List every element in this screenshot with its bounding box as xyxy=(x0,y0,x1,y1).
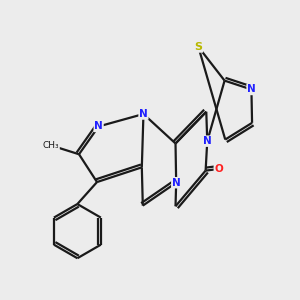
Text: N: N xyxy=(172,178,181,188)
Text: N: N xyxy=(139,109,148,119)
Text: S: S xyxy=(194,42,202,52)
Text: CH₃: CH₃ xyxy=(43,141,59,150)
Text: O: O xyxy=(214,164,223,174)
Text: N: N xyxy=(247,85,256,94)
Text: N: N xyxy=(94,122,103,131)
Text: N: N xyxy=(203,136,212,146)
